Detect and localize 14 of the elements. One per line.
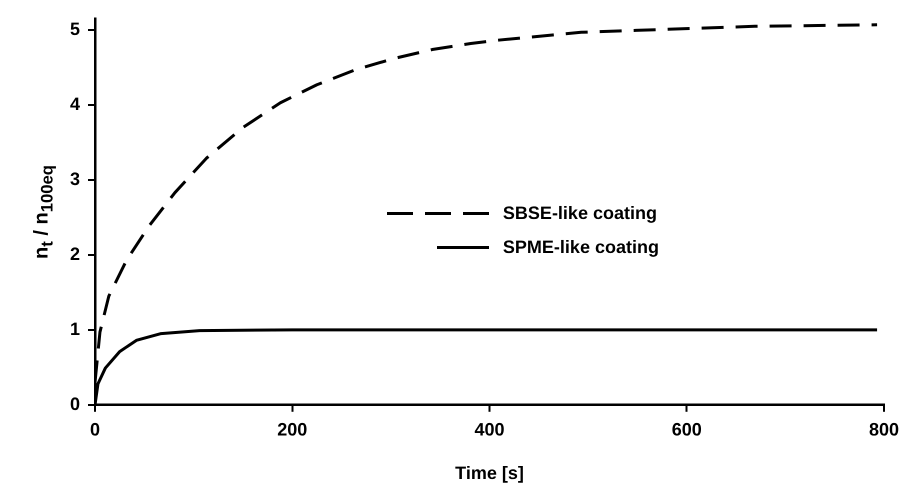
x-tick-label: 800 [868, 420, 900, 440]
y-tick-label: 3 [70, 168, 80, 189]
x-tick-label: 0 [90, 420, 100, 440]
y-tick-label: 5 [70, 19, 80, 40]
x-tick-label: 400 [474, 420, 505, 440]
x-tick-label: 600 [672, 420, 702, 440]
y-tick-label: 0 [70, 394, 80, 414]
y-tick-label: 1 [70, 318, 80, 339]
legend-label: SPME-like coating [502, 236, 659, 258]
y-tick-label: 2 [70, 244, 80, 264]
x-tick-label: 200 [277, 420, 308, 440]
y-tick-label: 4 [70, 94, 80, 114]
legend-label: SBSE-like coating [502, 202, 657, 224]
x-axis-title: Time [s] [455, 463, 524, 484]
